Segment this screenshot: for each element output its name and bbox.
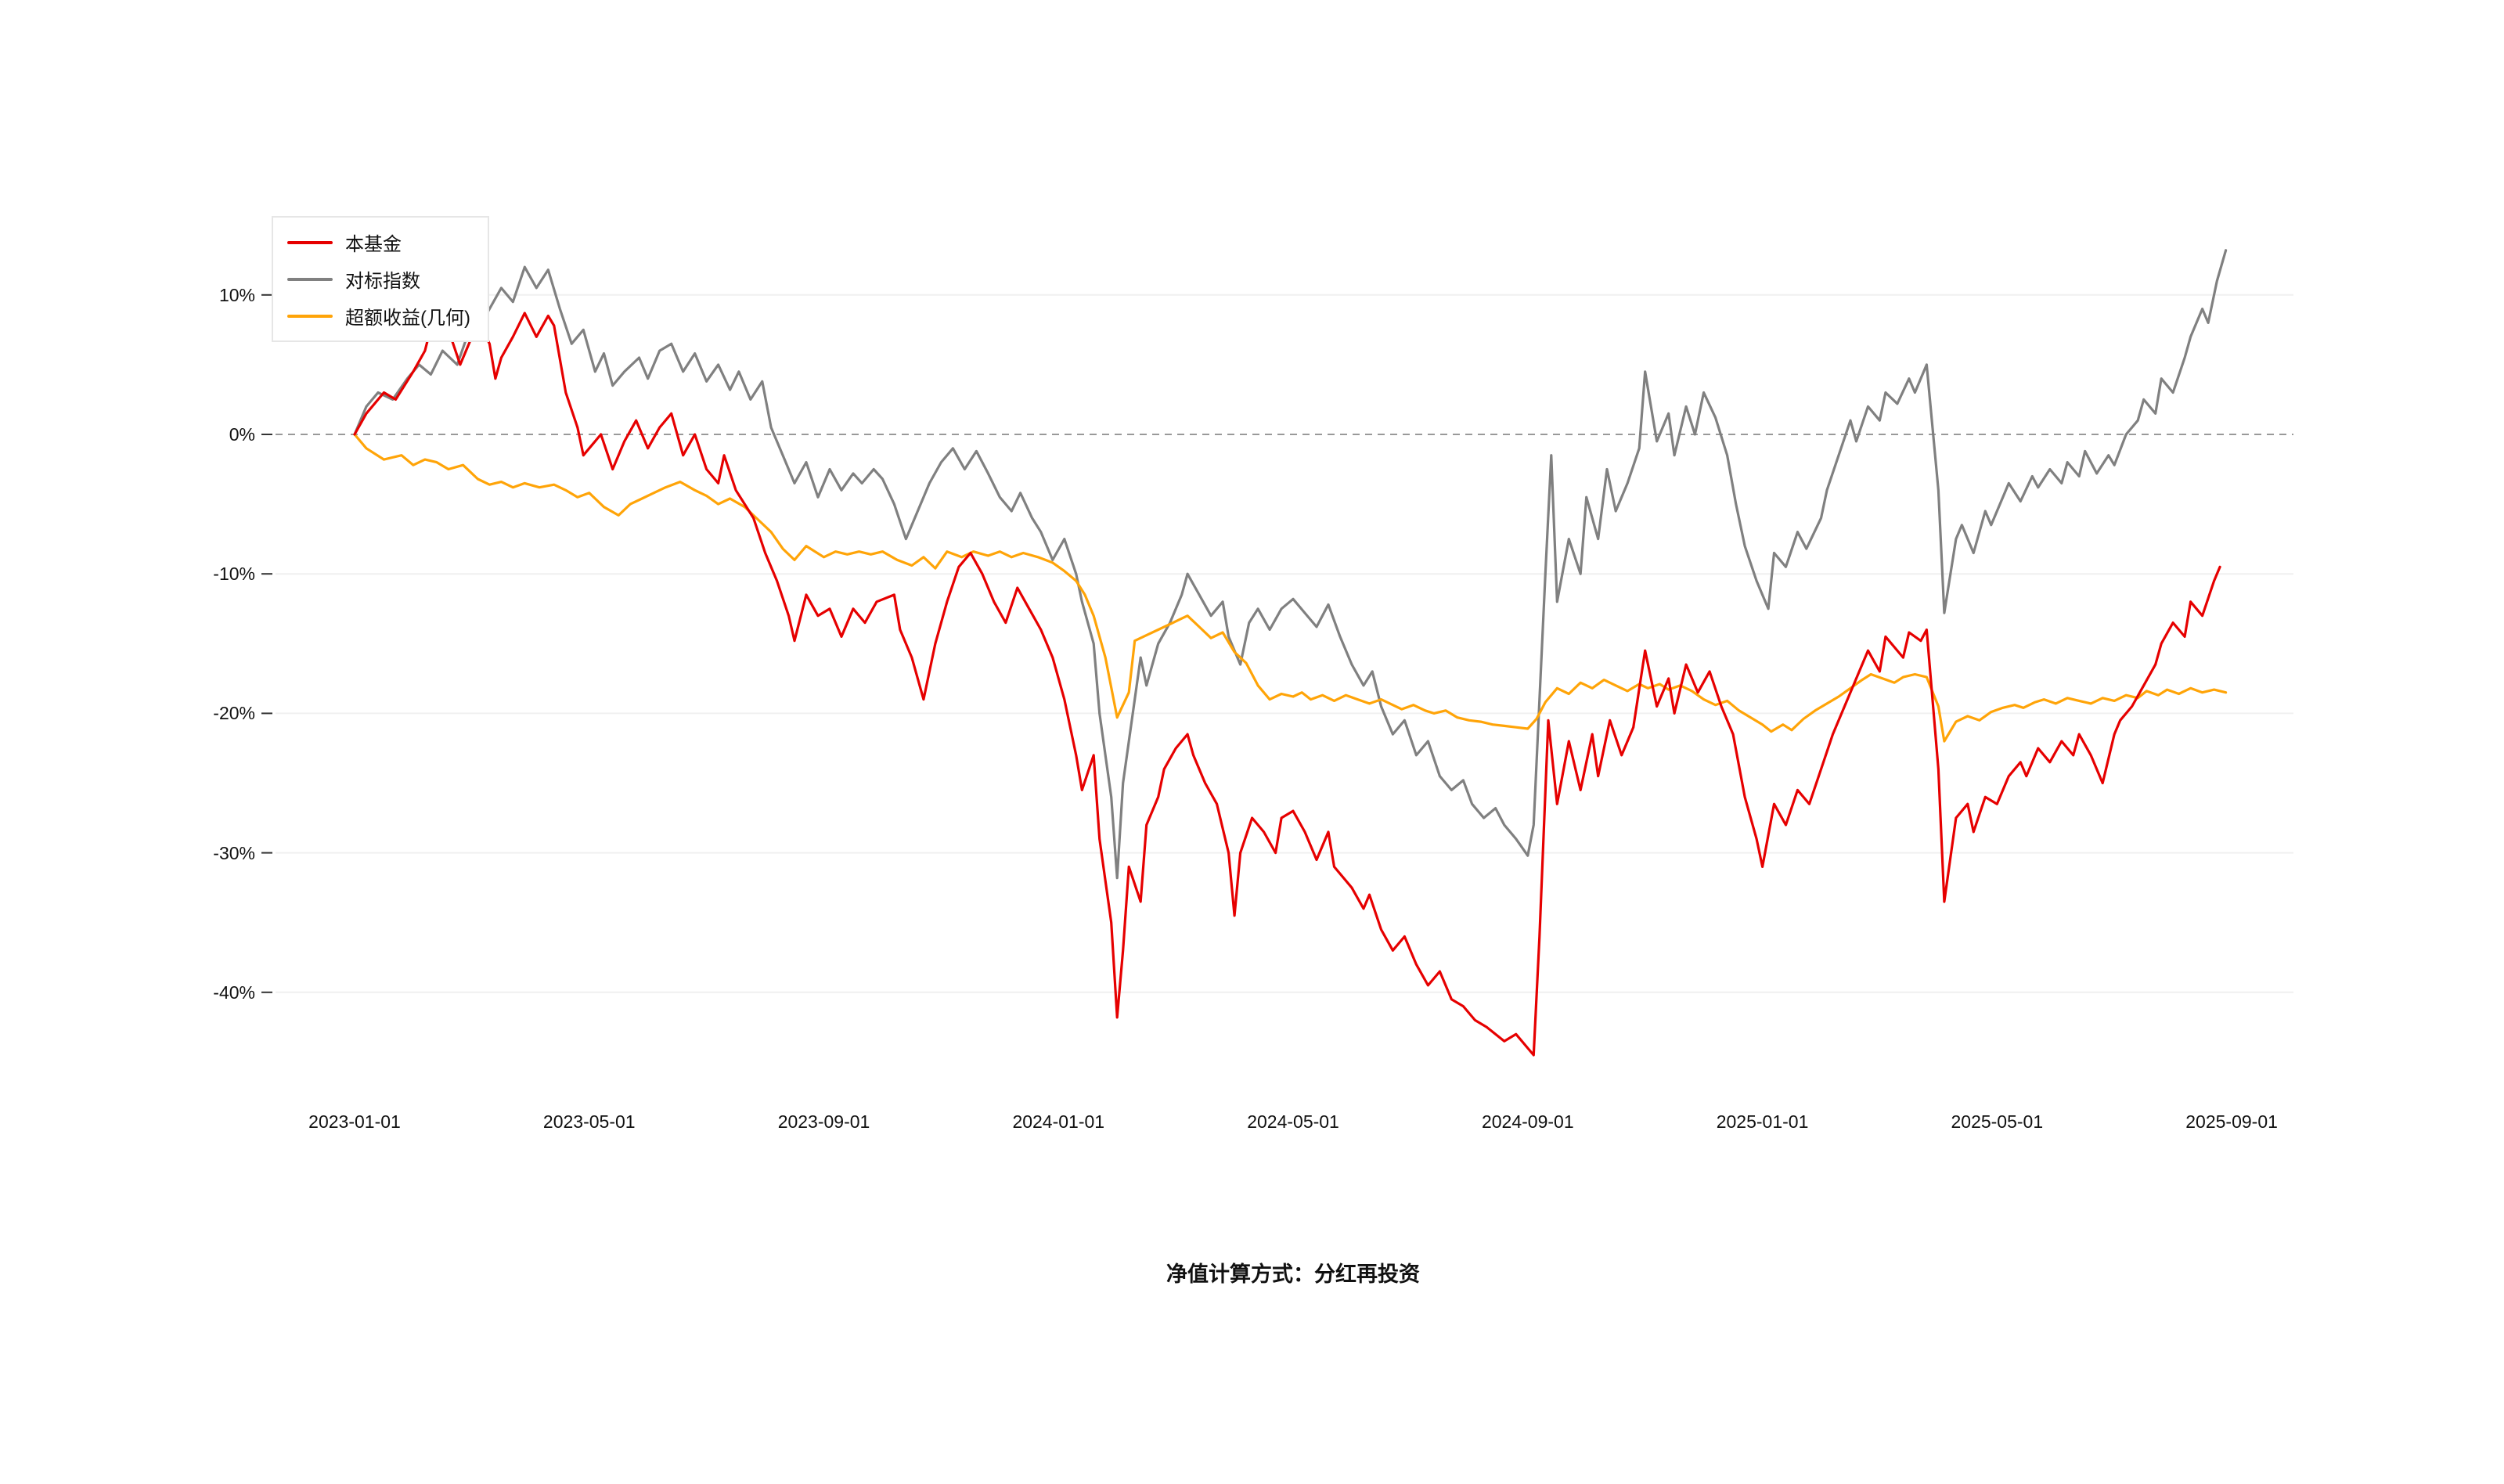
fund-line-swatch xyxy=(287,240,333,244)
legend-item-benchmark[interactable]: 对标指数 xyxy=(287,265,470,293)
legend-label-benchmark: 对标指数 xyxy=(345,271,420,292)
legend: 本基金 对标指数 超额收益(几何) xyxy=(272,216,489,342)
excess-return-line-swatch xyxy=(287,314,333,318)
legend-item-fund[interactable]: 本基金 xyxy=(287,229,470,256)
series-line-fund xyxy=(353,303,2221,1057)
legend-item-excess-return[interactable]: 超额收益(几何) xyxy=(287,302,470,330)
benchmark-line-swatch xyxy=(287,277,333,281)
series-line-excess-return xyxy=(353,433,2228,743)
legend-label-excess-return: 超额收益(几何) xyxy=(345,308,470,329)
nav-calculation-note: 净值计算方式：分红再投资 xyxy=(1166,1262,1420,1286)
series-line-benchmark xyxy=(353,249,2228,880)
legend-label-fund: 本基金 xyxy=(345,234,402,255)
